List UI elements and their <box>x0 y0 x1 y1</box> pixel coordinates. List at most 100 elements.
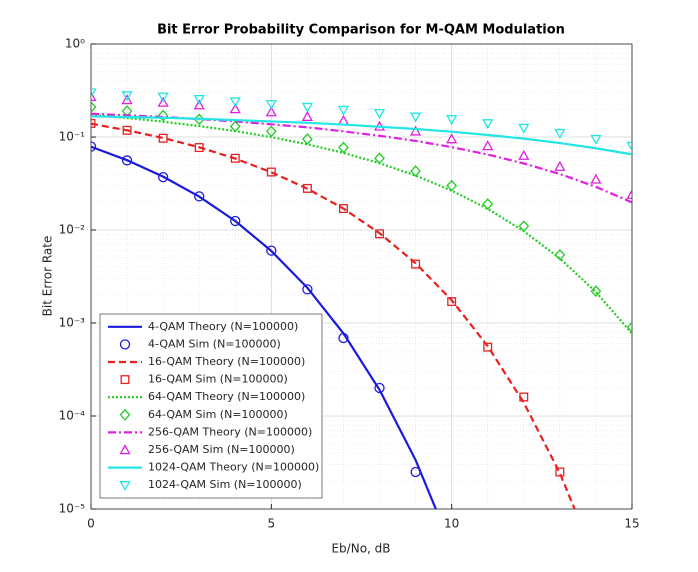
data-point <box>158 133 168 143</box>
data-point <box>555 467 565 477</box>
data-point <box>446 179 458 192</box>
legend-entry: 256-QAM Theory (N=100000) <box>108 425 312 438</box>
data-point <box>229 103 241 114</box>
data-point <box>122 125 132 135</box>
legend-label: 1024-QAM Sim (N=100000) <box>148 478 302 491</box>
data-point <box>91 88 97 99</box>
axes-box <box>90 43 633 510</box>
data-point <box>518 149 530 160</box>
data-point <box>157 172 169 183</box>
data-point <box>301 102 314 113</box>
x-tick-label: 10 <box>444 517 459 531</box>
y-tick-label: 10⁰ <box>65 37 85 51</box>
data-point <box>411 259 421 269</box>
data-point <box>302 183 312 193</box>
legend-label: 1024-QAM Theory (N=100000) <box>148 461 319 474</box>
data-point <box>626 321 632 334</box>
data-point <box>590 285 602 298</box>
x-tick-label: 15 <box>624 517 639 531</box>
y-tick-label: 10⁻¹ <box>59 130 86 144</box>
legend: 4-QAM Theory (N=100000) 4-QAM Sim (N=1000… <box>99 313 323 499</box>
data-point <box>230 153 240 163</box>
legend-swatch <box>119 408 131 421</box>
legend-label: 4-QAM Theory (N=100000) <box>148 320 298 333</box>
data-point <box>121 94 133 105</box>
data-point <box>590 134 602 145</box>
data-point <box>410 466 421 478</box>
data-point <box>265 125 277 138</box>
data-point <box>554 160 566 171</box>
data-point <box>91 141 97 152</box>
data-point <box>157 109 169 122</box>
x-tick-label: 5 <box>268 517 276 531</box>
legend-entry: 256-QAM Sim (N=100000) <box>119 443 295 456</box>
x-tick-label: 0 <box>87 517 95 531</box>
legend-entry: 64-QAM Theory (N=100000) <box>108 390 305 403</box>
data-point <box>338 332 349 344</box>
data-point <box>482 140 494 151</box>
data-point <box>482 119 494 130</box>
data-point <box>483 342 493 352</box>
data-point <box>193 94 205 106</box>
legend-entry: 4-QAM Theory (N=100000) <box>108 320 298 333</box>
data-point <box>554 248 566 261</box>
data-point <box>374 152 385 165</box>
legend-entry: 1024-QAM Theory (N=100000) <box>108 461 319 474</box>
data-point <box>229 120 241 133</box>
x-axis-label: Eb/No, dB <box>331 542 390 556</box>
legend-entry: 1024-QAM Sim (N=100000) <box>119 478 302 492</box>
y-axis-label: Bit Error Rate <box>41 236 55 317</box>
data-point <box>266 245 277 256</box>
legend-swatch <box>119 480 131 492</box>
data-point <box>626 188 632 199</box>
legend-swatch <box>119 339 131 350</box>
data-point <box>194 191 205 202</box>
data-point <box>626 141 632 152</box>
data-point <box>409 125 422 136</box>
data-point <box>229 97 241 108</box>
chart-title: Bit Error Probability Comparison for M-Q… <box>157 23 565 38</box>
data-point <box>375 229 385 239</box>
legend-entry: 4-QAM Sim (N=100000) <box>119 337 281 350</box>
data-point <box>194 143 204 153</box>
data-point <box>91 101 97 113</box>
data-point <box>265 106 277 117</box>
data-point <box>265 99 277 111</box>
series-line <box>91 112 632 204</box>
data-point <box>519 392 529 402</box>
legend-label: 256-QAM Theory (N=100000) <box>148 425 312 438</box>
data-point <box>193 99 205 110</box>
series-line <box>91 122 576 509</box>
data-point <box>302 133 313 145</box>
series-line <box>91 115 632 156</box>
data-point <box>447 297 457 307</box>
data-point <box>590 173 602 184</box>
data-point <box>301 110 314 122</box>
data-point <box>410 165 421 178</box>
data-point <box>337 105 350 116</box>
y-tick-label: 10⁻³ <box>59 316 86 330</box>
data-point <box>409 112 422 123</box>
legend-label: 256-QAM Sim (N=100000) <box>148 443 295 456</box>
legend-swatch <box>120 375 130 385</box>
data-point <box>91 118 96 128</box>
data-point <box>121 155 133 166</box>
data-point <box>91 91 97 102</box>
legend-entry: 16-QAM Theory (N=100000) <box>108 355 305 368</box>
legend-swatch <box>119 444 131 455</box>
data-point <box>373 109 386 120</box>
data-point <box>338 141 349 154</box>
data-point <box>518 220 530 233</box>
legend-label: 16-QAM Theory (N=100000) <box>148 355 305 368</box>
data-point <box>554 128 566 139</box>
data-point <box>230 215 241 227</box>
legend-label: 64-QAM Theory (N=100000) <box>148 390 305 403</box>
legend-entry: 64-QAM Sim (N=100000) <box>119 408 288 421</box>
data-point <box>266 167 276 177</box>
y-tick-label: 10⁻⁵ <box>59 502 86 516</box>
data-point <box>446 115 458 126</box>
y-tick-label: 10⁻⁴ <box>59 409 86 423</box>
data-point <box>374 382 385 394</box>
data-point <box>157 92 169 103</box>
